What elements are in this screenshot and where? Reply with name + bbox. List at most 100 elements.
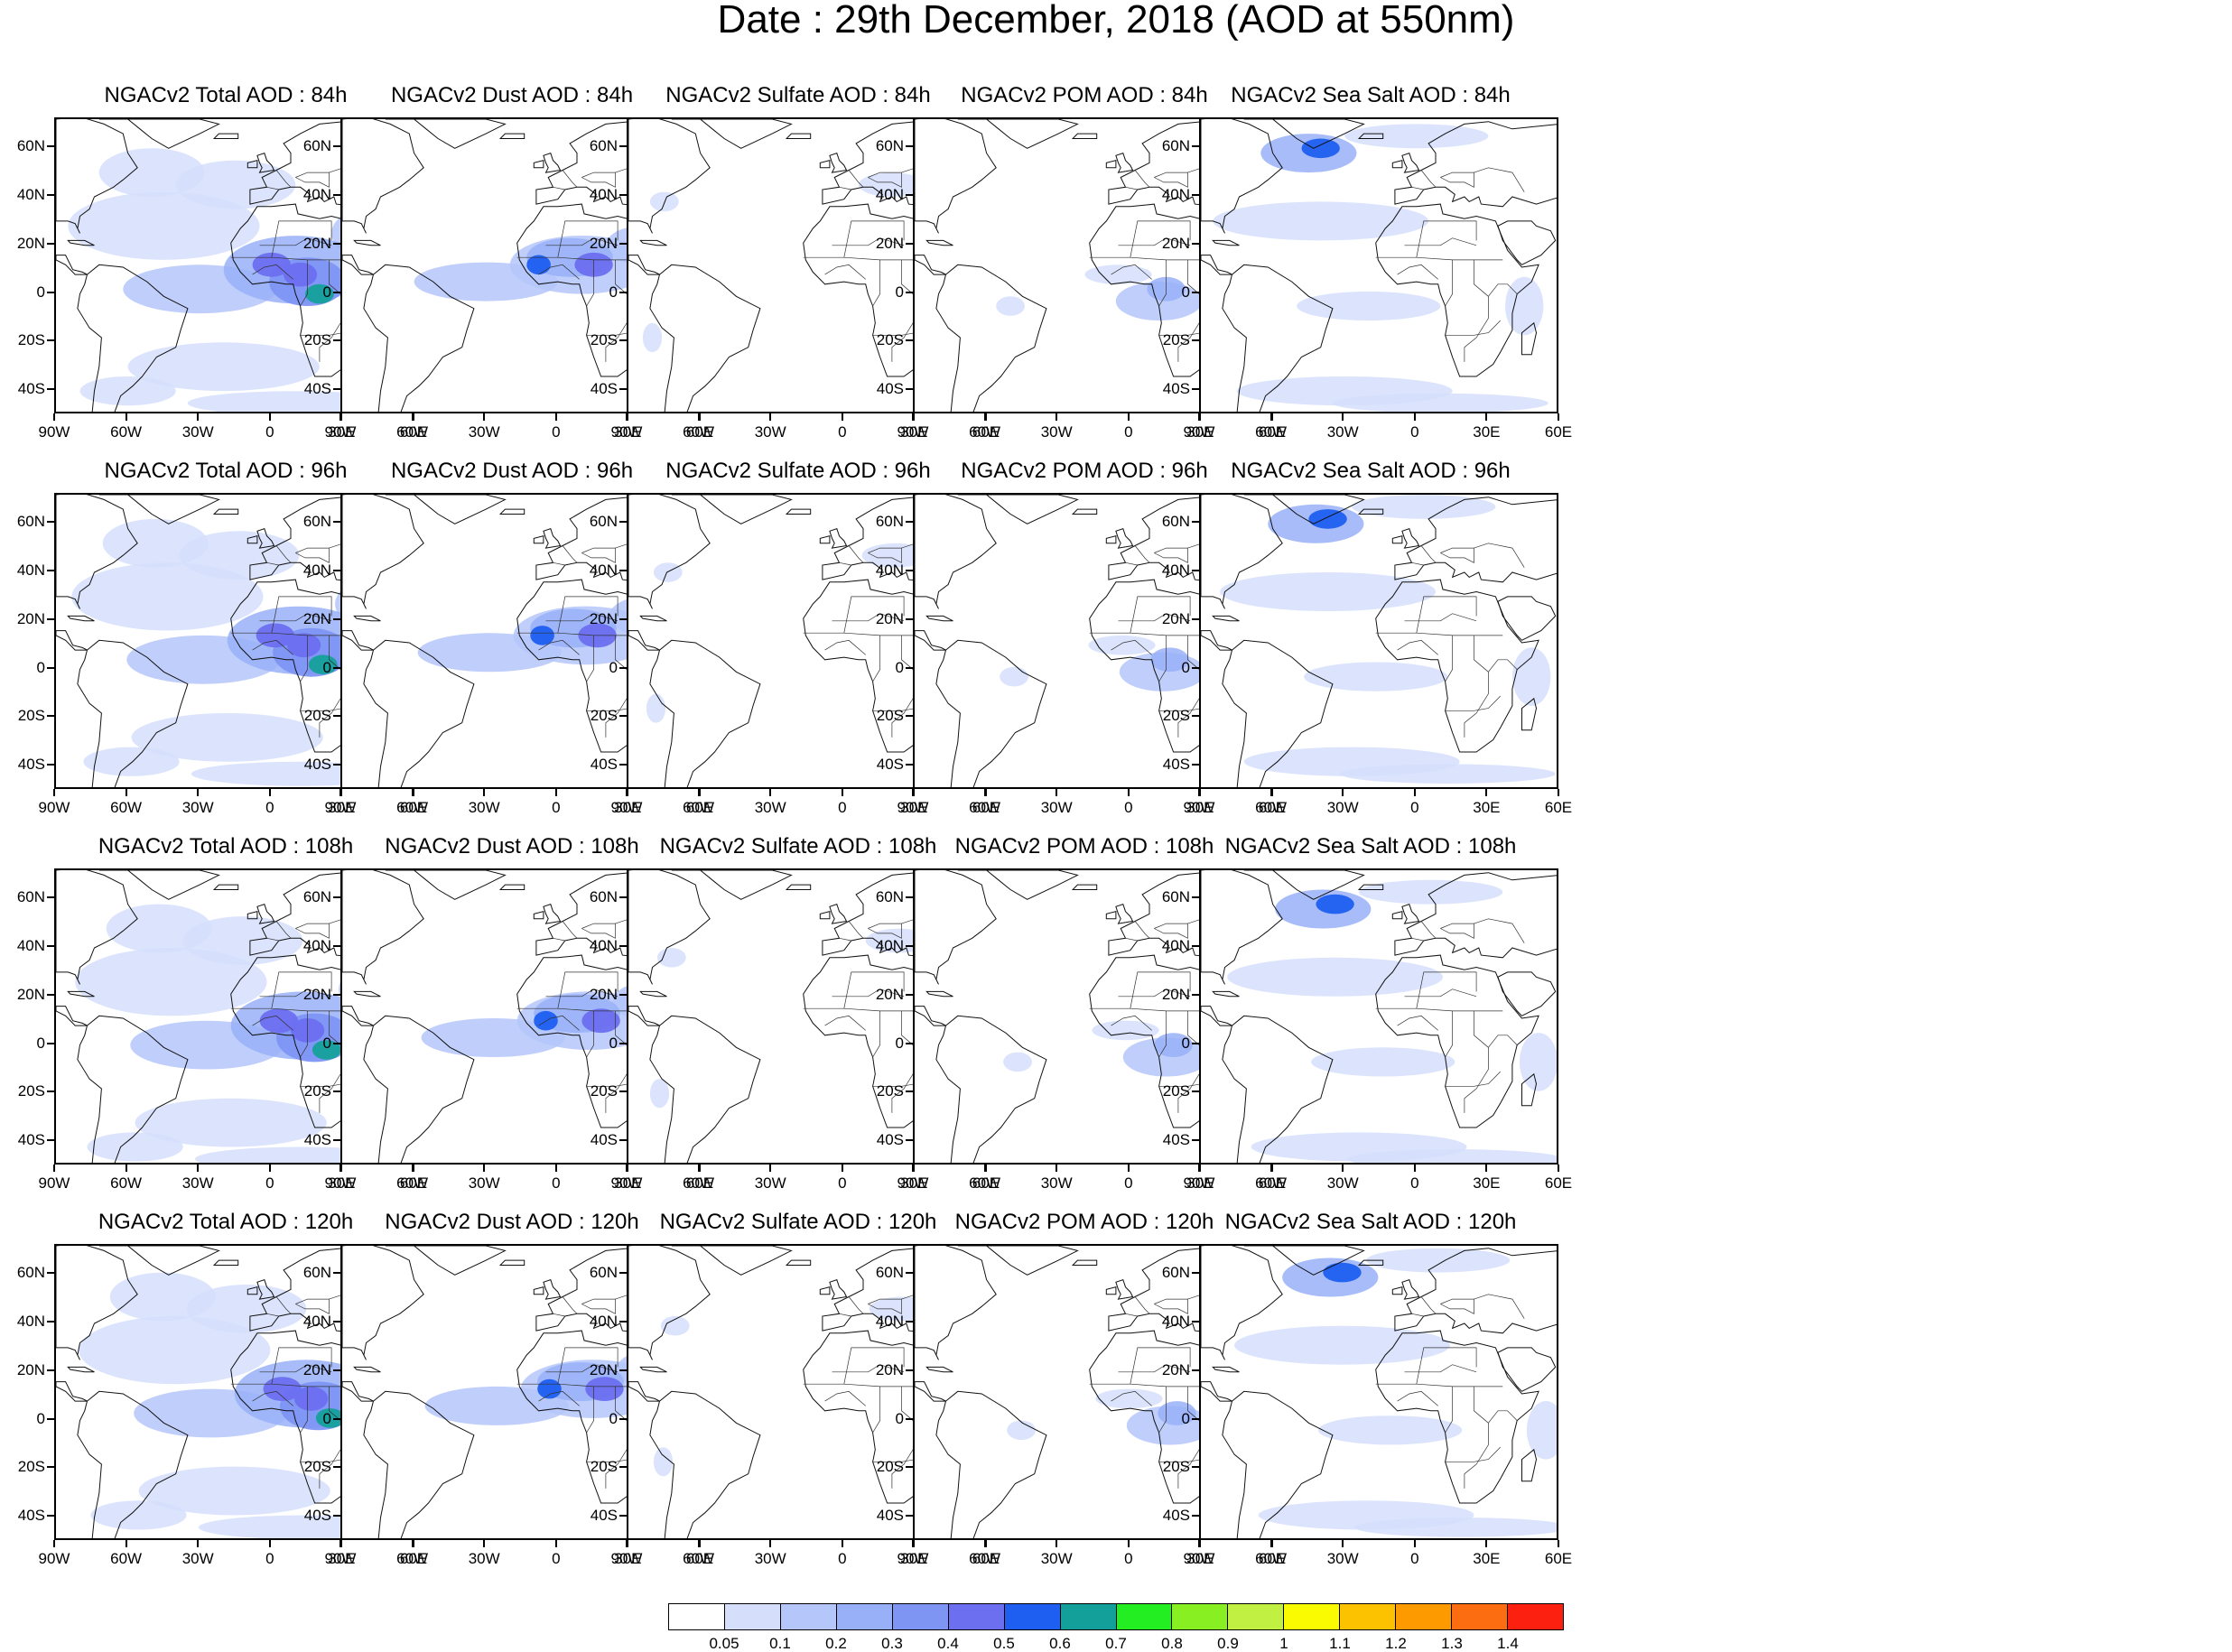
lon-label: 0 [552, 1550, 561, 1567]
country-border [872, 1010, 880, 1058]
panel-title: NGACv2 Sulfate AOD : 84h [665, 83, 931, 107]
country-border [1411, 186, 1424, 190]
country-border [1111, 1015, 1152, 1031]
lon-tick [197, 413, 200, 421]
coastline-ireland [246, 160, 258, 169]
coastline-iceland [498, 884, 525, 890]
colorbar-label: 0.05 [709, 1635, 739, 1652]
lat-label: 40S [876, 1507, 904, 1525]
lon-label: 60E [1544, 1174, 1573, 1192]
aod-plume [646, 693, 666, 723]
aod-plume [284, 262, 318, 287]
lon-tick [841, 413, 843, 421]
colorbar-label: 0.4 [937, 1635, 959, 1652]
lon-tick [1199, 1540, 1202, 1547]
country-border [538, 264, 580, 280]
aod-plume [1301, 138, 1340, 159]
colorbar-swatch [724, 1604, 781, 1629]
lon-label: 90W [38, 1550, 70, 1567]
country-border [553, 186, 565, 190]
coastline-greenland [671, 119, 793, 149]
country-border [1445, 1386, 1453, 1434]
coastline-southAmerica [363, 264, 475, 412]
country-border [839, 1313, 851, 1317]
country-border [1154, 923, 1188, 939]
country-border [1397, 1390, 1438, 1406]
coastline-southAmerica [935, 264, 1047, 412]
lon-label: 30E [900, 423, 928, 441]
lat-tick [47, 1139, 54, 1142]
lon-label: 60E [972, 799, 1000, 816]
lat-tick [333, 521, 340, 524]
lat-label: 60N [875, 137, 904, 155]
coastline-southAmerica [649, 264, 761, 412]
country-border [1154, 172, 1188, 188]
lat-tick [1192, 993, 1199, 996]
lat-label: 40N [589, 186, 618, 204]
coastline-iceland [785, 133, 812, 139]
lon-tick [1198, 1165, 1200, 1172]
lat-tick [906, 1321, 913, 1323]
coastline-greenland [957, 495, 1079, 524]
lat-label: 60N [302, 1264, 331, 1282]
lat-label: 40N [302, 561, 331, 580]
coastline-central [915, 630, 946, 651]
lat-label: 60N [875, 513, 904, 531]
lat-label: 40N [589, 561, 618, 580]
lon-label: 60W [396, 799, 429, 816]
map-canvas [1201, 870, 1557, 1163]
lon-label: 30E [614, 1550, 642, 1567]
panel-title: NGACv2 Sea Salt AOD : 120h [1224, 1210, 1517, 1234]
country-border [581, 1298, 616, 1314]
coastline-iceland [1071, 884, 1098, 890]
country-border [1411, 561, 1424, 566]
lat-label: 20S [303, 331, 331, 349]
aod-plume [1095, 1388, 1163, 1409]
country-border [1445, 1446, 1501, 1462]
lon-label: 0 [1124, 1174, 1133, 1192]
lat-label: 60N [16, 1264, 45, 1282]
lat-tick [1192, 666, 1199, 669]
lat-label: 40S [590, 1507, 618, 1525]
lat-label: 40S [303, 1131, 331, 1149]
coastline-ireland [1391, 911, 1403, 920]
lon-tick [841, 789, 843, 796]
lat-tick [333, 1466, 340, 1469]
lon-label: 30W [1040, 799, 1073, 816]
country-border [843, 971, 905, 1009]
lon-tick [340, 789, 343, 796]
country-border [266, 1313, 279, 1317]
lat-label: 20N [875, 1360, 904, 1378]
aod-plume [68, 191, 260, 260]
coastline-madagascar [1521, 1072, 1538, 1107]
coastline-cuba [925, 239, 953, 246]
lat-tick [906, 1466, 913, 1469]
aod-plume [312, 1040, 341, 1060]
coastline-cuba [639, 239, 667, 246]
coastline-southAmerica [935, 1390, 1047, 1538]
lon-label: 0 [838, 799, 847, 816]
aod-plume [79, 376, 176, 406]
coastline-britain [543, 152, 562, 173]
lon-label: 30W [181, 423, 214, 441]
country-border [1158, 1010, 1167, 1058]
country-border [275, 1296, 292, 1314]
aod-plume [1344, 124, 1489, 149]
lon-label: 30E [1186, 1550, 1214, 1567]
coastline-ireland [819, 911, 831, 920]
country-border [1134, 921, 1150, 939]
coastline-britain [1115, 903, 1134, 924]
map-panel-pom-84h: NGACv2 POM AOD : 84h 60N 40N 20N 0 20S 40S 90W 6… [859, 83, 1310, 462]
lat-tick [333, 993, 340, 996]
colorbar-label: 0.7 [1105, 1635, 1127, 1652]
lon-label: 60W [396, 1550, 429, 1567]
lat-tick [333, 764, 340, 766]
lat-tick [333, 1369, 340, 1371]
country-border [1134, 1296, 1150, 1314]
lon-tick [340, 1540, 343, 1547]
lat-label: 0 [1181, 658, 1190, 676]
lat-label: 20S [1162, 331, 1190, 349]
lat-tick [619, 388, 627, 391]
country-border [562, 921, 578, 939]
lon-label: 0 [1410, 1174, 1419, 1192]
